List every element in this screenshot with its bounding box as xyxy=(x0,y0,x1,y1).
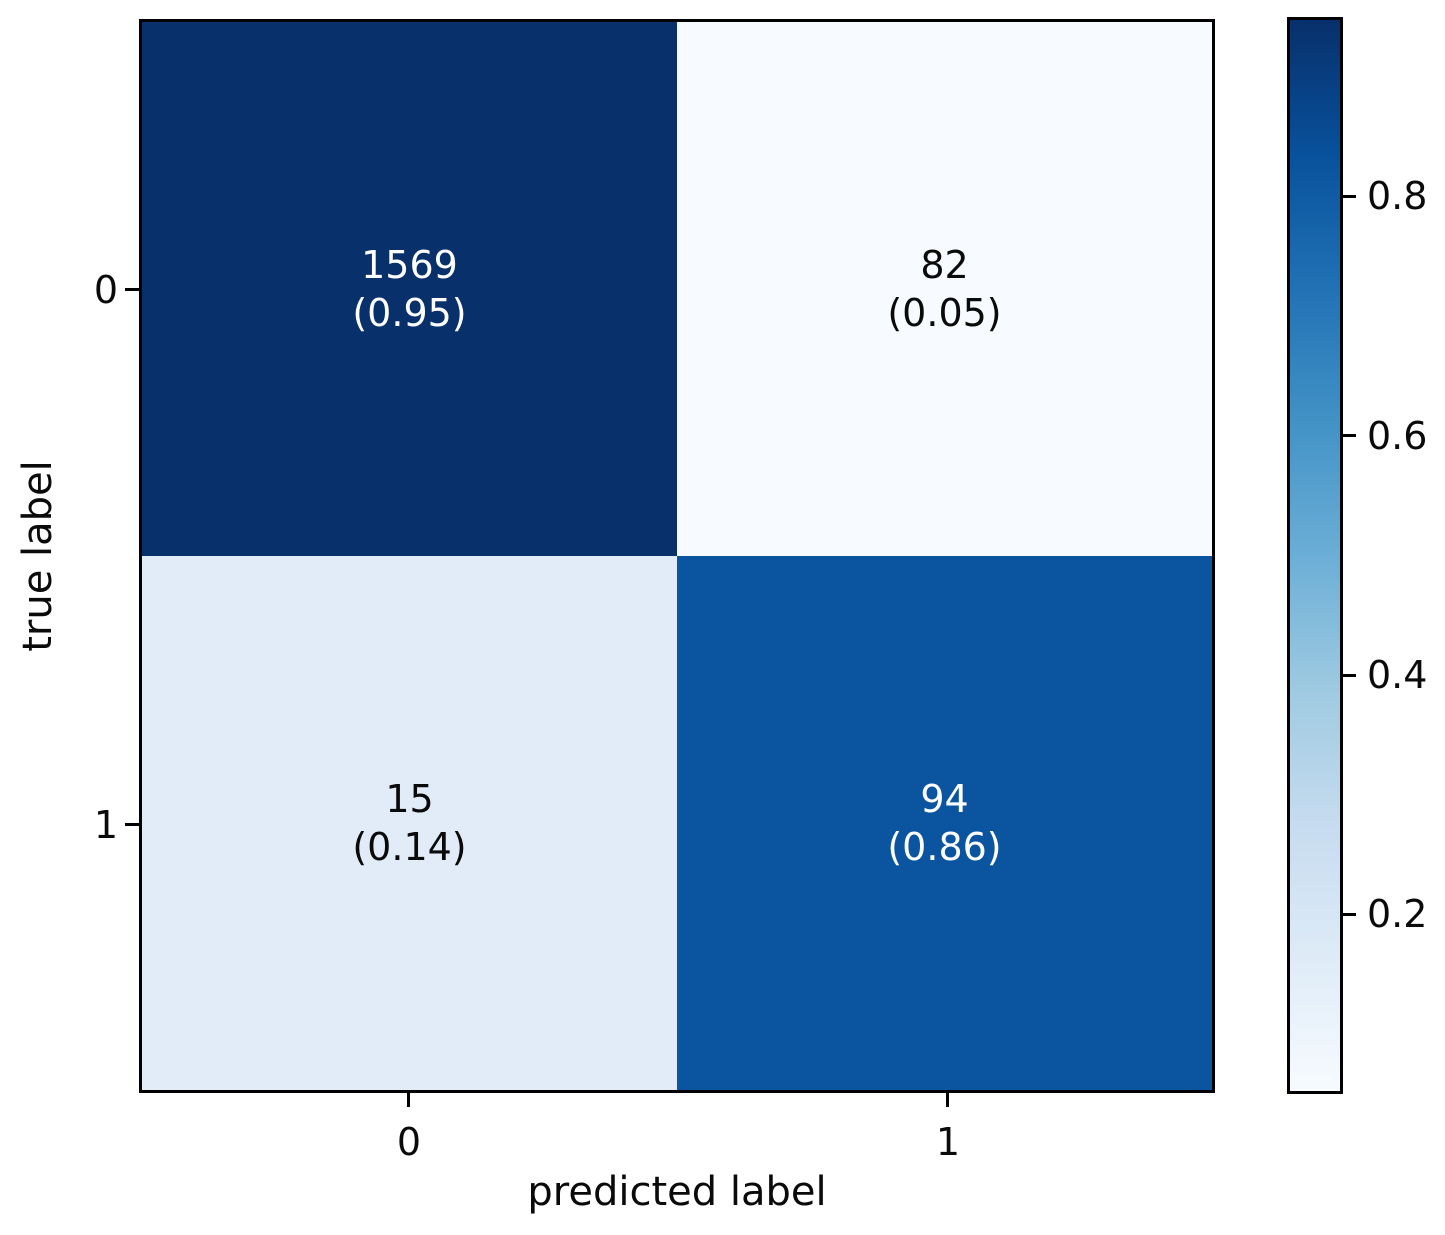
y-tick-label-0: 0 xyxy=(93,268,118,312)
colorbar-tick-label-1: 0.6 xyxy=(1367,414,1428,458)
colorbar-tick-label-0: 0.8 xyxy=(1367,174,1428,218)
cell-fraction: (0.14) xyxy=(352,825,467,869)
cell-true0-pred0: 1569 (0.95) xyxy=(142,22,677,556)
colorbar-tick-mark-2 xyxy=(1343,674,1356,677)
y-tick-mark-1 xyxy=(125,823,139,826)
cell-count: 1569 xyxy=(361,243,458,287)
colorbar xyxy=(1287,17,1343,1094)
x-tick-label-0: 0 xyxy=(396,1120,422,1164)
cell-true0-pred1: 82 (0.05) xyxy=(677,22,1212,556)
y-tick-label-1: 1 xyxy=(93,803,118,847)
cell-text: 82 (0.05) xyxy=(887,241,1001,337)
colorbar-tick-mark-0 xyxy=(1343,195,1356,198)
x-tick-mark-0 xyxy=(407,1093,410,1107)
cell-true1-pred0: 15 (0.14) xyxy=(142,556,677,1090)
confusion-matrix: 1569 (0.95) 82 (0.05) 15 (0.14) 94 (0.86… xyxy=(139,19,1215,1093)
x-tick-label-1: 1 xyxy=(935,1120,961,1164)
cell-text: 94 (0.86) xyxy=(887,775,1001,871)
colorbar-tick-label-3: 0.2 xyxy=(1367,892,1428,936)
cell-count: 82 xyxy=(920,243,969,287)
colorbar-tick-label-2: 0.4 xyxy=(1367,653,1428,697)
colorbar-tick-mark-1 xyxy=(1343,434,1356,437)
y-tick-mark-0 xyxy=(125,288,139,291)
x-axis-title: predicted label xyxy=(527,1169,827,1215)
colorbar-tick-mark-3 xyxy=(1343,913,1356,916)
cell-text: 1569 (0.95) xyxy=(352,241,466,337)
colorbar-gradient xyxy=(1290,20,1340,1091)
cell-true1-pred1: 94 (0.86) xyxy=(677,556,1212,1090)
cell-count: 15 xyxy=(385,777,434,821)
cell-count: 94 xyxy=(920,777,969,821)
cell-text: 15 (0.14) xyxy=(352,775,466,871)
cell-fraction: (0.05) xyxy=(887,291,1002,335)
y-axis-title: true label xyxy=(15,460,61,652)
cell-fraction: (0.95) xyxy=(352,291,467,335)
cell-fraction: (0.86) xyxy=(887,825,1002,869)
x-tick-mark-1 xyxy=(946,1093,949,1107)
